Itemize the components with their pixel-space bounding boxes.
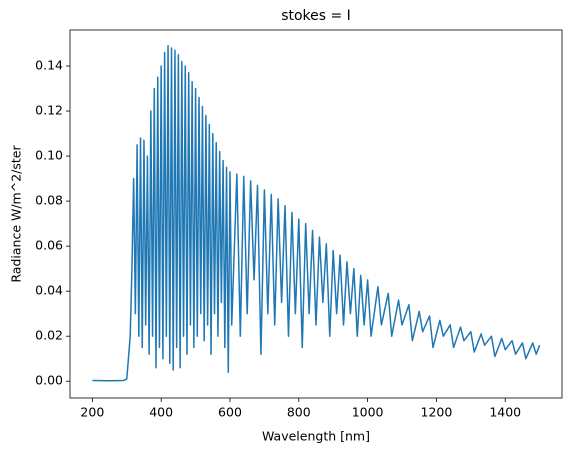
x-tick-label: 400 [149, 405, 173, 420]
y-tick-label: 0.12 [35, 103, 63, 118]
plot-frame [69, 29, 563, 399]
y-tick-label: 0.08 [35, 193, 63, 208]
x-tick-label: 1000 [352, 405, 384, 420]
y-axis-label: Radiance W/m^2/ster [9, 145, 24, 283]
chart-title: stokes = I [281, 8, 351, 24]
y-tick-label: 0.04 [35, 283, 63, 298]
y-tick-label: 0.00 [35, 373, 63, 388]
y-tick-label: 0.14 [35, 58, 63, 73]
y-tick-label: 0.06 [35, 238, 63, 253]
y-tick-label: 0.02 [35, 328, 63, 343]
x-tick-label: 600 [218, 405, 242, 420]
y-tick-label: 0.10 [35, 148, 63, 163]
x-tick-label: 1400 [489, 405, 521, 420]
x-axis-label: Wavelength [nm] [262, 429, 370, 444]
x-tick-label: 200 [80, 405, 104, 420]
x-tick-label: 800 [287, 405, 311, 420]
x-tick-label: 1200 [421, 405, 453, 420]
data-line [92, 45, 541, 382]
